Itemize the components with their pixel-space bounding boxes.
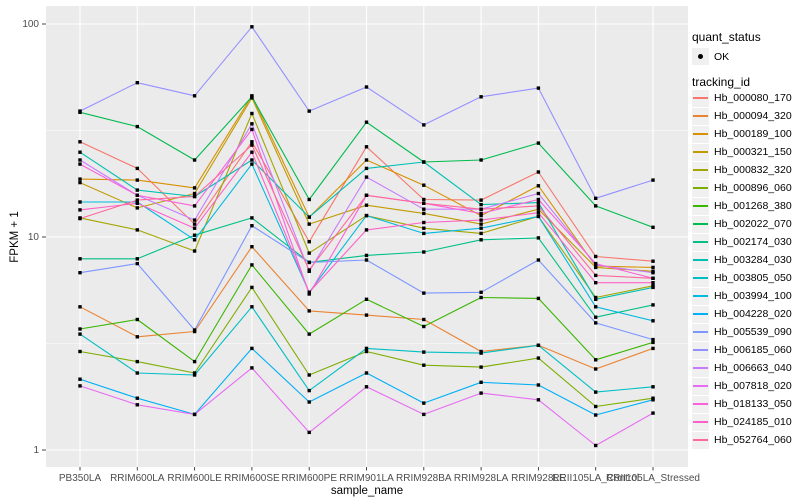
legend-key-line — [692, 215, 709, 233]
legend-item-label: Hb_000321_150 — [714, 146, 792, 158]
quant-status-item-ok: OK — [692, 48, 798, 65]
legend-key-line — [692, 107, 709, 125]
svg-text:1: 1 — [33, 445, 39, 456]
quant-status-legend-title: quant_status — [692, 30, 761, 44]
legend-item-Hb_052764_060: Hb_052764_060 — [692, 431, 798, 449]
svg-text:RRII105LA_Control: RRII105LA_Control — [552, 473, 639, 484]
legend-item-Hb_000896_060: Hb_000896_060 — [692, 179, 798, 197]
svg-text:100: 100 — [22, 19, 39, 30]
legend-item-label: Hb_000896_060 — [714, 182, 792, 194]
legend-key-line — [692, 269, 709, 287]
legend-item-label: Hb_001268_380 — [714, 200, 792, 212]
legend-key-line — [692, 161, 709, 179]
legend-item-label: Hb_003284_030 — [714, 254, 792, 266]
legend-item-Hb_007818_020: Hb_007818_020 — [692, 377, 798, 395]
svg-text:RRIM600LA: RRIM600LA — [110, 473, 165, 484]
legend-item-Hb_000832_320: Hb_000832_320 — [692, 161, 798, 179]
y-axis-title: FPKM + 1 — [9, 211, 21, 263]
legend-item-Hb_006185_060: Hb_006185_060 — [692, 341, 798, 359]
legend-item-label: Hb_006663_040 — [714, 362, 792, 374]
legend-key-line — [692, 197, 709, 215]
legend-key-line — [692, 323, 709, 341]
legend-item-label: Hb_018133_050 — [714, 398, 792, 410]
legend-item-label: Hb_006185_060 — [714, 344, 792, 356]
ok-label: OK — [714, 50, 730, 63]
svg-text:RRIM928LA: RRIM928LA — [454, 473, 509, 484]
legend-key-line — [692, 125, 709, 143]
svg-text:PB350LA: PB350LA — [59, 473, 102, 484]
svg-text:RRII105LA_Stressed: RRII105LA_Stressed — [606, 473, 700, 484]
legend-key-line — [692, 377, 709, 395]
legend-item-Hb_000321_150: Hb_000321_150 — [692, 143, 798, 161]
legend-item-label: Hb_003805_050 — [714, 272, 792, 284]
legend-key-line — [692, 431, 709, 449]
legend: quant_status OK tracking_id Hb_000080_17… — [692, 30, 798, 449]
legend-item-label: Hb_007818_020 — [714, 380, 792, 392]
svg-text:RRIM600SE: RRIM600SE — [224, 473, 280, 484]
x-axis-title: sample_name — [330, 485, 404, 497]
svg-text:RRIM600PE: RRIM600PE — [281, 473, 337, 484]
legend-item-label: Hb_004228_020 — [714, 308, 792, 320]
legend-item-Hb_003805_050: Hb_003805_050 — [692, 269, 798, 287]
legend-item-label: Hb_000094_320 — [714, 110, 792, 122]
legend-item-Hb_006663_040: Hb_006663_040 — [692, 359, 798, 377]
legend-item-Hb_002022_070: Hb_002022_070 — [692, 215, 798, 233]
data-points — [78, 25, 655, 448]
svg-text:10: 10 — [28, 232, 40, 243]
legend-item-Hb_004228_020: Hb_004228_020 — [692, 305, 798, 323]
legend-key-line — [692, 305, 709, 323]
legend-item-label: Hb_024185_010 — [714, 416, 792, 428]
legend-key-line — [692, 359, 709, 377]
legend-key-line — [692, 251, 709, 269]
legend-item-label: Hb_000189_100 — [714, 128, 792, 140]
legend-item-Hb_000189_100: Hb_000189_100 — [692, 125, 798, 143]
legend-key-line — [692, 233, 709, 251]
legend-item-label: Hb_000832_320 — [714, 164, 792, 176]
svg-text:RRIM901LA: RRIM901LA — [339, 473, 394, 484]
legend-item-Hb_003284_030: Hb_003284_030 — [692, 251, 798, 269]
legend-item-Hb_001268_380: Hb_001268_380 — [692, 197, 798, 215]
legend-item-Hb_003994_100: Hb_003994_100 — [692, 287, 798, 305]
legend-key-line — [692, 287, 709, 305]
legend-item-label: Hb_005539_090 — [714, 326, 792, 338]
legend-item-Hb_000094_320: Hb_000094_320 — [692, 107, 798, 125]
legend-item-Hb_018133_050: Hb_018133_050 — [692, 395, 798, 413]
legend-item-label: Hb_052764_060 — [714, 434, 792, 446]
legend-item-Hb_024185_010: Hb_024185_010 — [692, 413, 798, 431]
svg-text:RRIM928BA: RRIM928BA — [396, 473, 452, 484]
legend-item-Hb_005539_090: Hb_005539_090 — [692, 323, 798, 341]
legend-key-line — [692, 89, 709, 107]
tracking-id-legend-title: tracking_id — [692, 75, 751, 89]
legend-item-Hb_002174_030: Hb_002174_030 — [692, 233, 798, 251]
legend-key-line — [692, 413, 709, 431]
legend-item-label: Hb_002022_070 — [714, 218, 792, 230]
legend-key-line — [692, 143, 709, 161]
ok-point-key — [692, 48, 709, 65]
legend-key-line — [692, 179, 709, 197]
legend-item-label: Hb_000080_170 — [714, 92, 792, 104]
black-point-icon — [698, 54, 703, 59]
legend-item-label: Hb_003994_100 — [714, 290, 792, 302]
svg-text:RRIM600LE: RRIM600LE — [167, 473, 222, 484]
legend-key-line — [692, 341, 709, 359]
legend-key-line — [692, 395, 709, 413]
legend-item-Hb_000080_170: Hb_000080_170 — [692, 89, 798, 107]
legend-item-label: Hb_002174_030 — [714, 236, 792, 248]
tracking-legend-items: Hb_000080_170 Hb_000094_320 Hb_000189_100 H… — [692, 89, 798, 449]
svg-text:RRIM928LE: RRIM928LE — [511, 473, 566, 484]
